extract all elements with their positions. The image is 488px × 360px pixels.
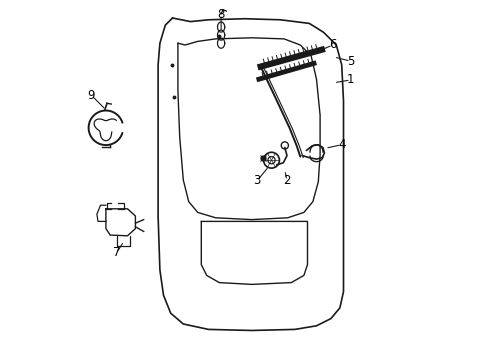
Text: 2: 2	[283, 174, 290, 187]
Text: 6: 6	[328, 39, 336, 51]
Text: 3: 3	[253, 174, 260, 187]
Text: 7: 7	[113, 246, 120, 259]
Text: 8: 8	[217, 8, 224, 21]
Text: 5: 5	[346, 55, 354, 68]
Text: 4: 4	[337, 138, 345, 151]
Text: 1: 1	[346, 73, 354, 86]
Text: 9: 9	[87, 89, 95, 102]
